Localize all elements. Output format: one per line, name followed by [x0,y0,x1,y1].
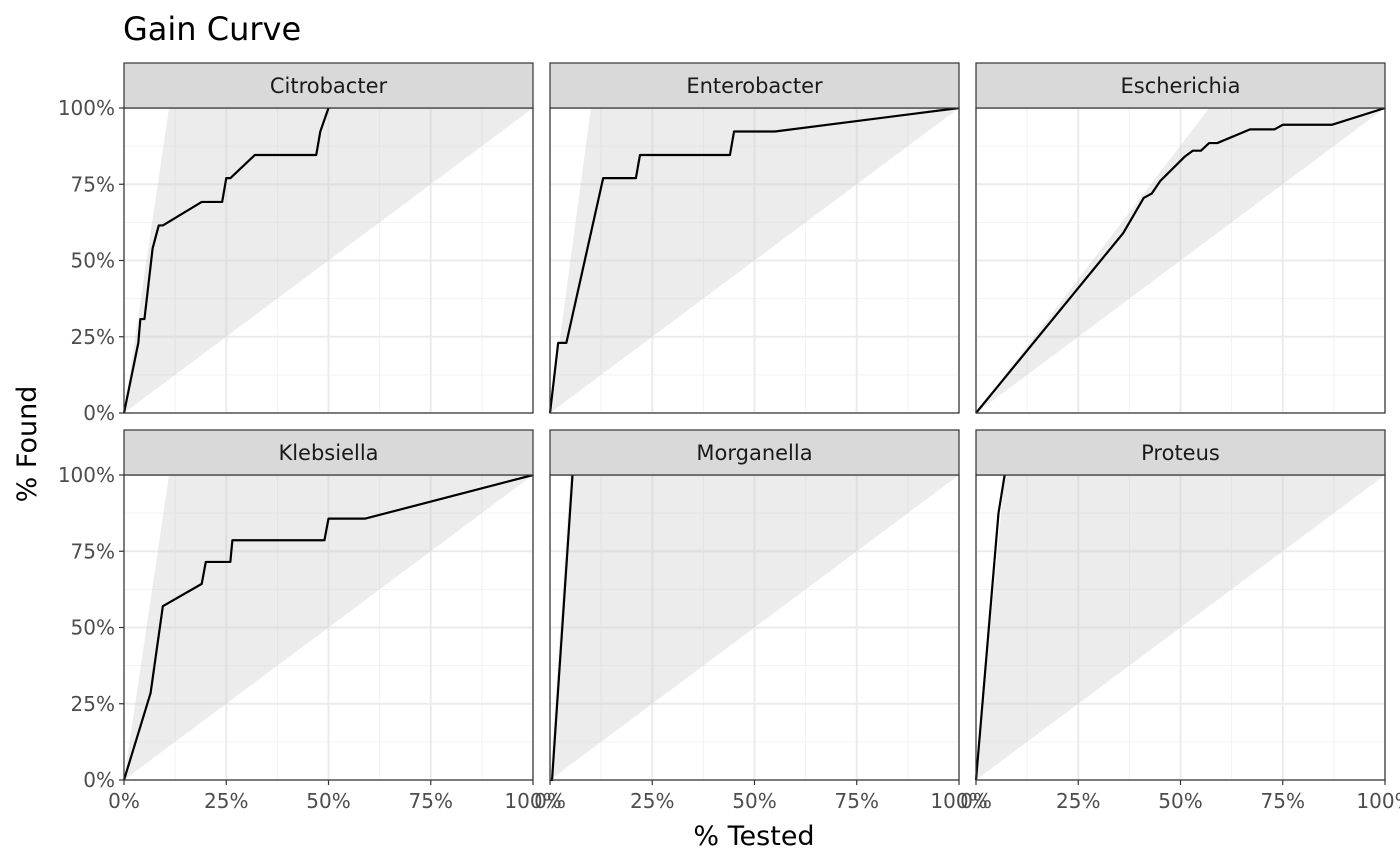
facet-strip-label: Citrobacter [270,74,388,98]
facet-strip-label: Klebsiella [278,441,378,465]
x-tick-label: 75% [1261,789,1305,813]
x-tick-label: 25% [204,789,248,813]
facet-strip [549,62,960,109]
x-axis-title: % Tested [693,821,814,852]
y-axis-title: % Found [12,386,43,503]
y-tick-label: 100% [58,96,115,120]
x-tick-label: 0% [534,789,566,813]
gain-curve-line [122,107,330,414]
facet-panel: Enterobacter [548,62,960,414]
facet-strip [549,429,960,476]
facet-panel: Morganella 0% 25% 50% 75% 100% [534,429,988,813]
gain-curve-line [974,474,1006,781]
facet-strip-label: Proteus [1141,441,1220,465]
x-tick-label: 0% [960,789,992,813]
facet-panel: Citrobacter 0% 25% 50% 75% 100% [58,62,534,425]
y-tick-label: 0% [83,401,115,425]
gain-curve-line [548,106,960,414]
facet-strip [975,62,1386,109]
facet-panel: Escherichia [975,62,1386,414]
y-tick-label: 100% [58,463,115,487]
y-tick-label: 25% [71,325,115,349]
facet-strip-label: Enterobacter [686,74,823,98]
x-tick-label: 0% [108,789,140,813]
gain-curve-line [975,106,1386,414]
random-optimal-band [124,475,533,780]
x-tick-label: 50% [732,789,776,813]
facet-strip [123,62,534,109]
x-tick-label: 100% [504,789,561,813]
y-tick-label: 75% [71,172,115,196]
x-tick-label: 75% [835,789,879,813]
x-tick-label: 75% [409,789,453,813]
facet-strip-label: Escherichia [1120,74,1240,98]
x-tick-label: 100% [1356,789,1400,813]
x-tick-label: 25% [1056,789,1100,813]
random-optimal-band [976,475,1385,780]
chart-title: Gain Curve [123,10,301,48]
x-tick-label: 25% [630,789,674,813]
y-tick-label: 75% [71,539,115,563]
y-tick-label: 25% [71,692,115,716]
y-tick-label: 0% [83,768,115,792]
random-optimal-band [550,108,959,413]
x-tick-label: 100% [930,789,987,813]
random-optimal-band [976,108,1385,413]
y-tick-label: 50% [71,616,115,640]
facet-strip-label: Morganella [696,441,812,465]
x-tick-label: 50% [306,789,350,813]
y-tick-label: 50% [71,249,115,273]
facet-panels: Citrobacter 0% 25% 50% 75% 100% Enterobacter Es… [58,62,1400,813]
facet-panel: Proteus 0% 25% 50% 75% 100% [960,429,1400,813]
gain-curve-line [122,473,534,781]
random-optimal-band [550,475,959,780]
facet-strip [123,429,534,476]
facet-panel: Klebsiella 0% 25% 50% 75% 100% 0% 25% 50% 75% 100% [58,429,562,813]
x-tick-label: 50% [1158,789,1202,813]
facet-strip [975,429,1386,476]
